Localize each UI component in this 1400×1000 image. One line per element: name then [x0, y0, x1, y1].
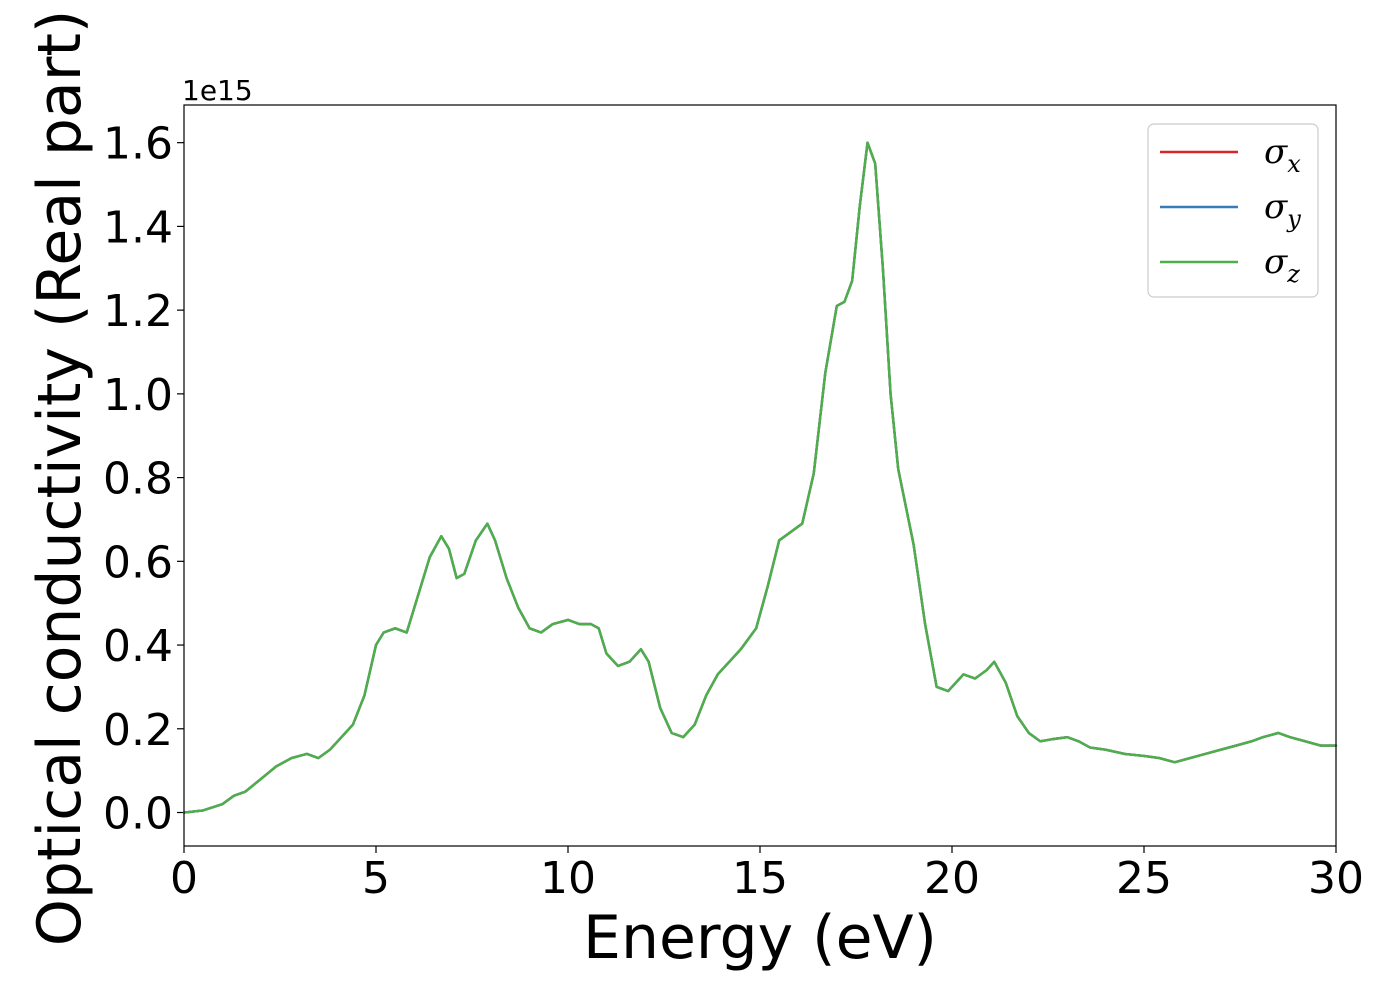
x-tick-label: 0 — [170, 853, 198, 904]
x-tick-label: 20 — [924, 853, 980, 904]
x-axis-title: Energy (eV) — [583, 903, 937, 973]
legend-label-subscript: x — [1287, 150, 1301, 178]
y-axis-title: Optical conductivity (Real part) — [25, 10, 95, 947]
y-tick-label: 1.2 — [103, 286, 173, 337]
legend-label-subscript: z — [1286, 260, 1300, 288]
legend-box — [1147, 123, 1319, 298]
y-tick-label: 0.4 — [103, 621, 173, 672]
series-line-σz — [182, 141, 1338, 814]
plot-frame — [183, 104, 1337, 847]
x-tick-label: 10 — [540, 853, 596, 904]
y-tick-label: 0.2 — [103, 705, 173, 756]
y-axis-ticks: 0.0 0.2 0.4 0.6 0.8 1.0 1.2 1.4 1.6 — [103, 119, 184, 840]
y-tick-label: 0.8 — [103, 454, 173, 505]
plot-series — [182, 141, 1338, 814]
y-tick-label: 0.6 — [103, 537, 173, 588]
x-axis-ticks: 0 5 10 15 20 25 30 — [170, 846, 1364, 904]
y-tick-label: 1.6 — [103, 119, 173, 170]
y-offset-label: 1e15 — [182, 74, 253, 107]
y-tick-label: 0.0 — [103, 789, 173, 840]
x-tick-label: 25 — [1116, 853, 1172, 904]
x-tick-label: 30 — [1308, 853, 1364, 904]
legend-label-subscript: y — [1286, 205, 1301, 233]
y-tick-label: 1.4 — [103, 202, 173, 253]
x-tick-label: 5 — [362, 853, 390, 904]
y-tick-label: 1.0 — [103, 370, 173, 421]
x-tick-label: 15 — [732, 853, 788, 904]
